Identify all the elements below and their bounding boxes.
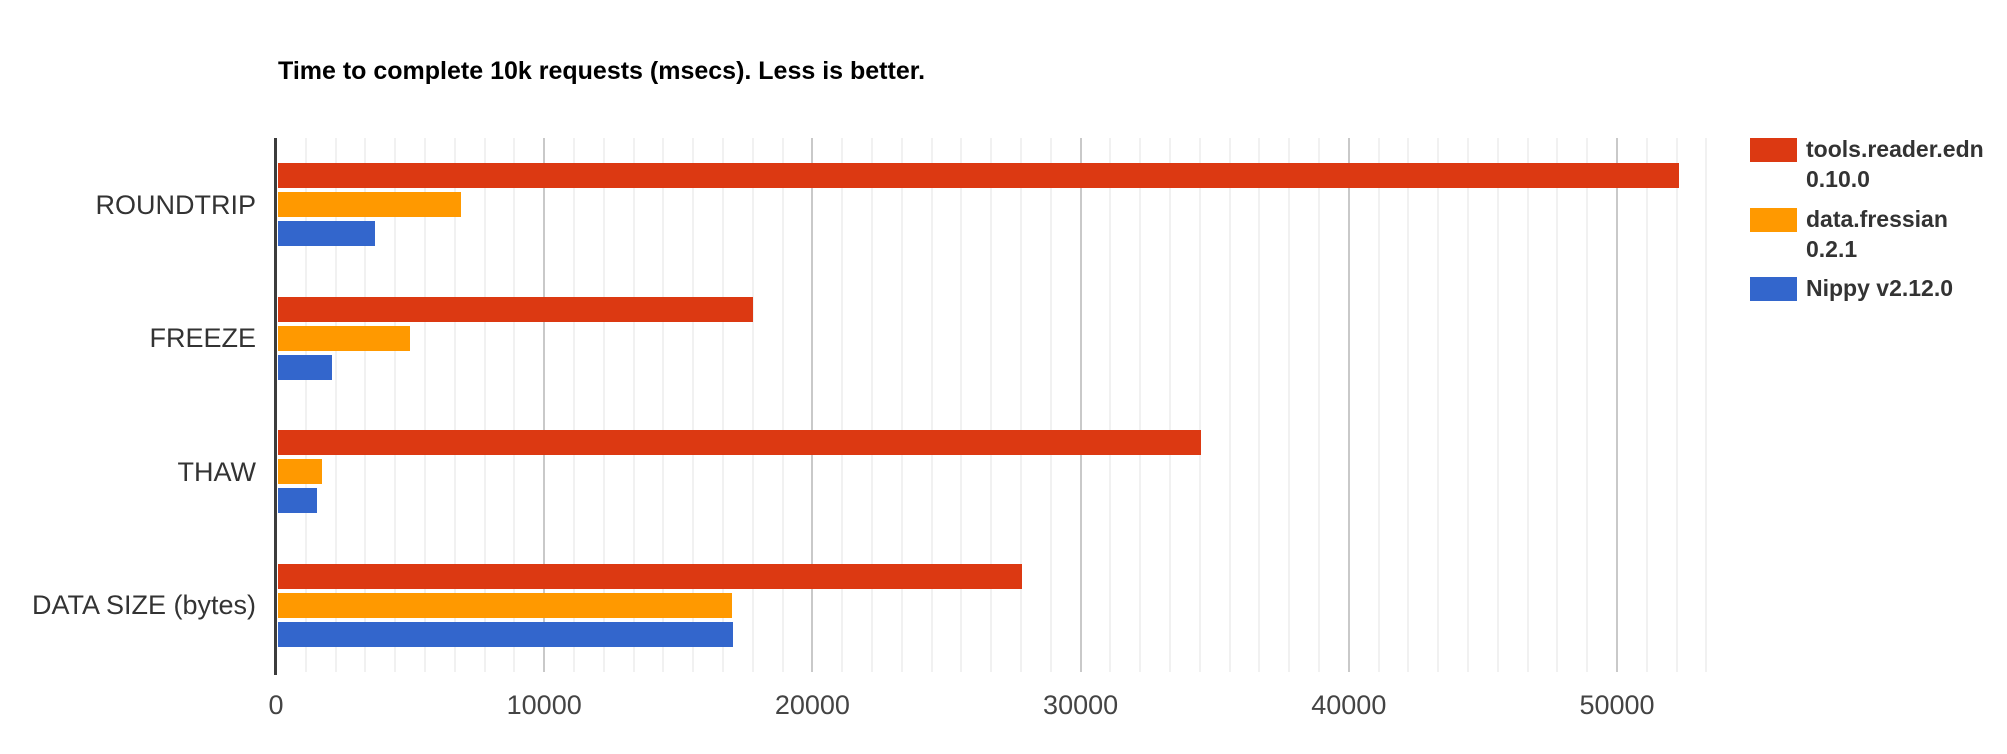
- legend-swatch: [1750, 208, 1797, 232]
- x-tick-label: 10000: [506, 690, 582, 720]
- x-tick-label: 40000: [1311, 690, 1387, 720]
- major-gridline: [543, 138, 546, 672]
- category-label: FREEZE: [149, 323, 256, 354]
- minor-gridline: [692, 138, 695, 672]
- minor-gridline: [1318, 138, 1320, 672]
- minor-gridline: [960, 138, 963, 672]
- minor-gridline: [990, 138, 993, 672]
- minor-gridline: [453, 138, 456, 672]
- minor-gridline: [930, 138, 933, 672]
- minor-gridline: [1020, 138, 1022, 672]
- minor-gridline: [513, 138, 516, 672]
- minor-gridline: [573, 138, 575, 672]
- x-tick-label: 0: [268, 690, 284, 720]
- minor-gridline: [364, 138, 367, 672]
- minor-gridline: [1705, 138, 1708, 672]
- minor-gridline: [871, 138, 873, 672]
- bar: [278, 621, 734, 647]
- major-gridline: [811, 138, 814, 672]
- legend-label-line: 0.10.0: [1806, 166, 1870, 192]
- x-tick-label: 30000: [1043, 690, 1119, 720]
- minor-gridline: [1258, 138, 1261, 672]
- minor-gridline: [304, 138, 307, 672]
- minor-gridline: [1139, 138, 1142, 672]
- minor-gridline: [1169, 138, 1171, 672]
- minor-gridline: [781, 138, 784, 672]
- x-tick-label: 20000: [774, 690, 850, 720]
- category-label: DATA SIZE (bytes): [31, 590, 256, 621]
- minor-gridline: [662, 138, 665, 672]
- minor-gridline: [1467, 138, 1469, 672]
- bar: [278, 192, 462, 218]
- minor-gridline: [1645, 138, 1648, 672]
- legend-label: Nippy v2.12.0: [1806, 273, 2006, 303]
- chart-title: Time to complete 10k requests (msecs). L…: [278, 57, 926, 85]
- legend-label-line: 0.2.1: [1806, 236, 1858, 262]
- minor-gridline: [1288, 138, 1291, 672]
- legend-label-line: data.fressian: [1806, 206, 1948, 232]
- major-gridline: [1347, 138, 1350, 672]
- legend-label-line: Nippy v2.12.0: [1806, 275, 1954, 301]
- legend-label-line: tools.reader.edn: [1806, 136, 1984, 162]
- bar: [278, 592, 732, 618]
- minor-gridline: [1377, 138, 1380, 672]
- bar: [278, 221, 376, 247]
- minor-gridline: [632, 138, 635, 672]
- x-tick-label: 50000: [1579, 690, 1655, 720]
- minor-gridline: [394, 138, 397, 672]
- minor-gridline: [1109, 138, 1112, 672]
- minor-gridline: [334, 138, 337, 672]
- major-gridline: [1616, 138, 1618, 672]
- legend-swatch: [1750, 138, 1797, 162]
- bar: [278, 563, 1022, 589]
- minor-gridline: [900, 138, 903, 672]
- category-label: ROUNDTRIP: [95, 189, 257, 220]
- minor-gridline: [1198, 138, 1201, 672]
- minor-gridline: [1437, 138, 1440, 672]
- bar: [278, 296, 754, 322]
- minor-gridline: [1526, 138, 1529, 672]
- minor-gridline: [722, 138, 724, 672]
- bar: [278, 488, 317, 514]
- bar: [278, 163, 1679, 189]
- minor-gridline: [1049, 138, 1052, 672]
- minor-gridline: [1675, 138, 1678, 672]
- minor-gridline: [1228, 138, 1231, 672]
- minor-gridline: [424, 138, 426, 672]
- bar: [278, 459, 323, 485]
- category-label: THAW: [177, 456, 256, 487]
- bar: [278, 325, 411, 351]
- minor-gridline: [1586, 138, 1589, 672]
- minor-gridline: [1496, 138, 1499, 672]
- minor-gridline: [1556, 138, 1559, 672]
- legend-label: tools.reader.edn 0.10.0: [1806, 134, 2006, 194]
- major-gridline: [1079, 138, 1082, 672]
- minor-gridline: [841, 138, 844, 672]
- minor-gridline: [1407, 138, 1410, 672]
- legend-swatch: [1750, 277, 1797, 301]
- y-axis-line: [274, 138, 277, 675]
- minor-gridline: [602, 138, 605, 672]
- minor-gridline: [483, 138, 486, 672]
- bar: [278, 430, 1202, 456]
- legend-label: data.fressian 0.2.1: [1806, 204, 2006, 264]
- minor-gridline: [751, 138, 754, 672]
- bar: [278, 354, 333, 380]
